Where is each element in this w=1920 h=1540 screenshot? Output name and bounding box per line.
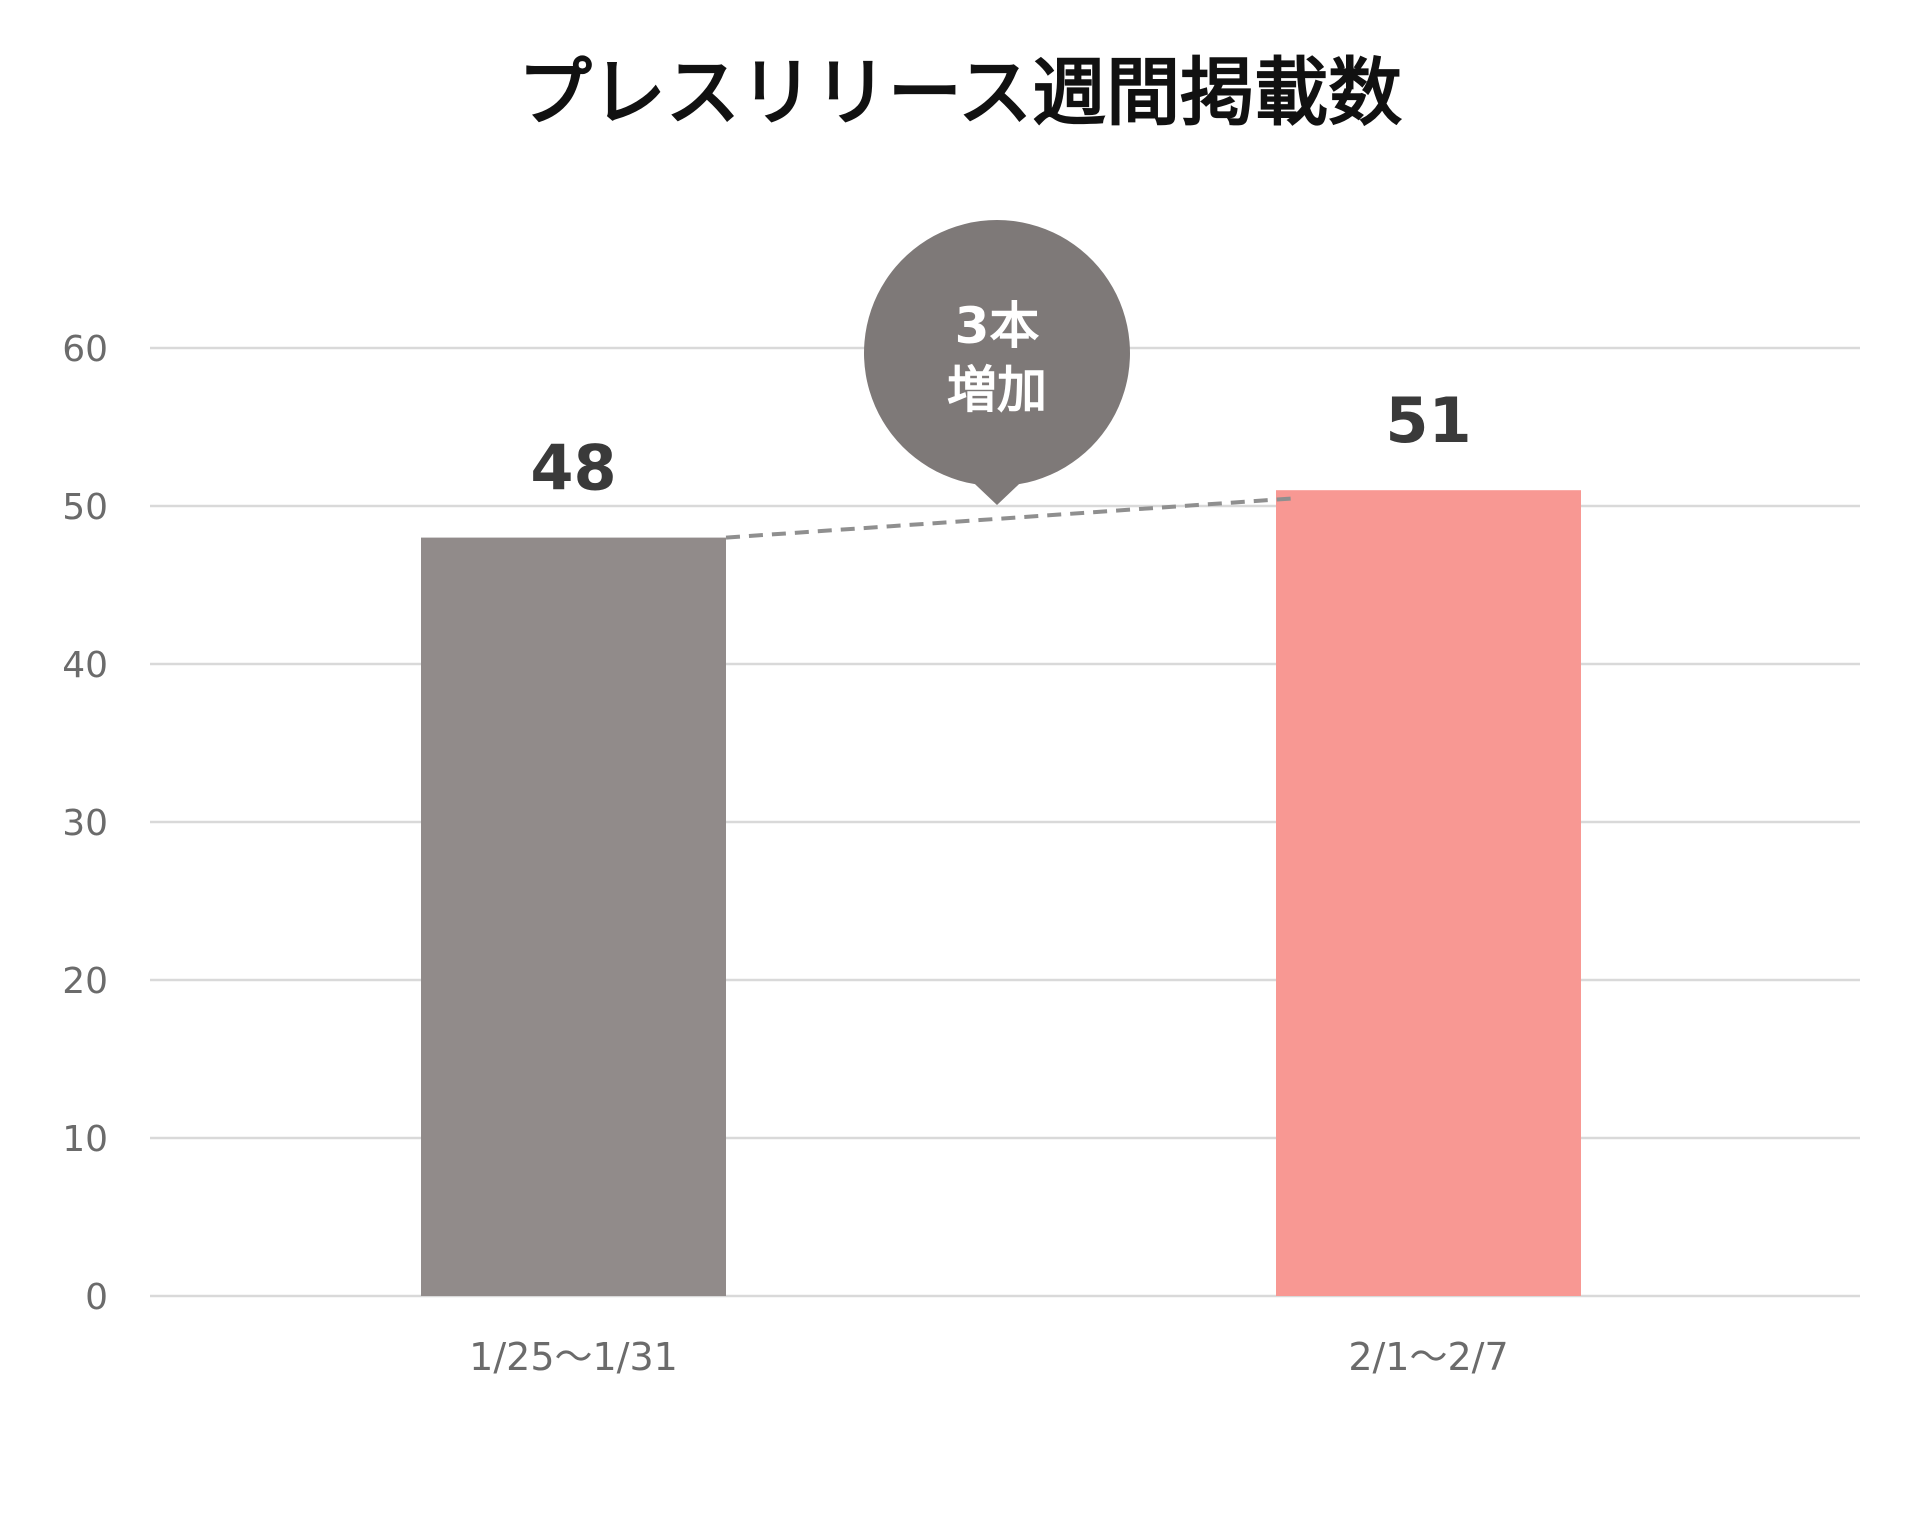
y-tick-label: 50 [62, 487, 108, 528]
y-tick-label: 40 [62, 645, 108, 686]
y-axis: 0 10 20 30 40 50 60 [62, 329, 108, 1318]
change-callout: 3本 増加 [864, 219, 1130, 505]
y-tick-label: 20 [62, 961, 108, 1002]
callout-line-1: 3本 [955, 297, 1040, 355]
callout-bubble [864, 219, 1130, 505]
callout-line-2: 増加 [947, 361, 1047, 419]
y-tick-label: 60 [62, 329, 108, 370]
chart-title: プレスリリース週間掲載数 [518, 50, 1402, 136]
data-label: 51 [1385, 384, 1471, 457]
x-axis: 1/25〜1/31 2/1〜2/7 [469, 1335, 1509, 1379]
x-tick-label: 1/25〜1/31 [469, 1335, 678, 1379]
y-tick-label: 0 [85, 1277, 108, 1318]
x-tick-label: 2/1〜2/7 [1348, 1335, 1508, 1379]
bars: 48 51 [421, 384, 1581, 1296]
data-label: 48 [530, 432, 616, 505]
change-connector [725, 496, 1297, 540]
y-tick-label: 30 [62, 803, 108, 844]
bar [421, 537, 726, 1296]
y-tick-label: 10 [62, 1119, 108, 1160]
dashed-connector-line [725, 496, 1297, 540]
bar [1276, 490, 1581, 1296]
